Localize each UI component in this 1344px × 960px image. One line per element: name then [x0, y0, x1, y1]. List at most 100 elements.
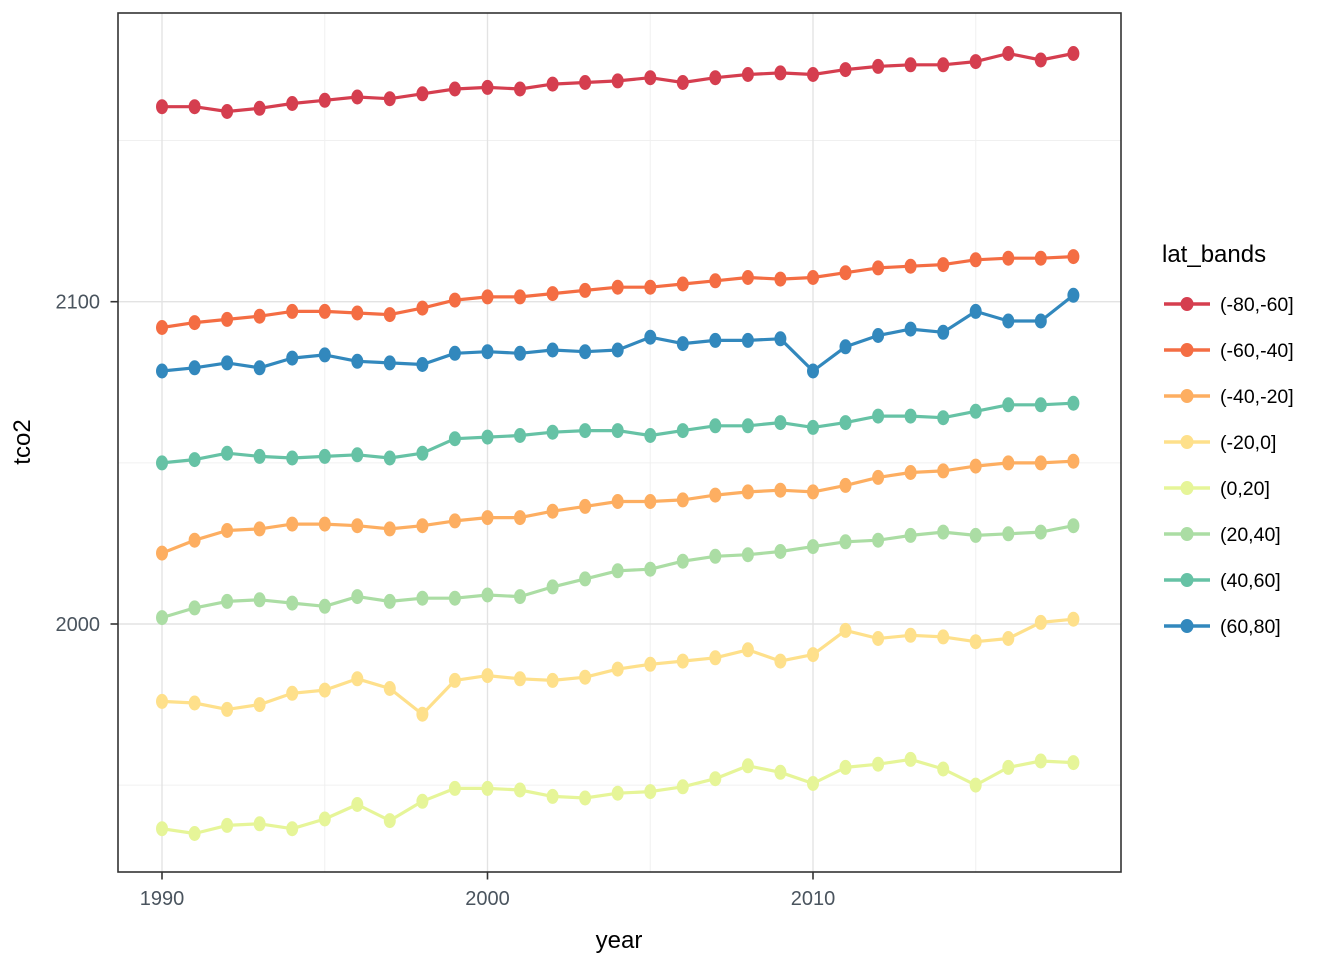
x-axis-title: year [596, 927, 643, 954]
data-point-(-40,-20] [383, 521, 396, 537]
data-point-(-40,-20] [1034, 455, 1047, 471]
data-point-(60,80] [1067, 287, 1080, 303]
data-point-(60,80] [318, 347, 331, 363]
data-point-(60,80] [872, 328, 885, 343]
data-point-(20,40] [351, 589, 364, 605]
data-point-(20,40] [579, 571, 592, 587]
legend-item-label: (0,20] [1220, 478, 1270, 500]
data-point-(40,60] [807, 419, 819, 435]
data-point-(20,40] [611, 563, 624, 579]
data-point-(0,20] [1002, 759, 1015, 775]
data-point-(-80,-60] [481, 79, 494, 95]
data-point-(-40,-20] [318, 516, 331, 532]
data-point-(-20,0] [351, 671, 364, 687]
data-point-(-80,-60] [318, 92, 331, 108]
data-point-(60,80] [579, 344, 592, 360]
data-point-(20,40] [774, 544, 787, 559]
data-point-(-80,-60] [709, 70, 722, 86]
data-point-(-60,-40] [1002, 250, 1015, 266]
data-point-(-60,-40] [514, 289, 526, 305]
data-point-(40,60] [937, 410, 950, 426]
data-point-(-40,-20] [579, 498, 592, 514]
data-point-(-20,0] [253, 697, 266, 713]
data-point-(40,60] [481, 429, 494, 445]
data-point-(20,40] [481, 587, 494, 603]
data-point-(0,20] [318, 811, 331, 827]
data-point-(40,60] [416, 445, 429, 461]
data-point-(20,40] [1067, 518, 1080, 534]
data-point-(-80,-60] [514, 81, 526, 97]
data-point-(0,20] [611, 785, 624, 801]
data-point-(40,60] [221, 445, 234, 461]
data-point-(20,40] [448, 590, 461, 606]
data-point-(-40,-20] [221, 523, 234, 538]
data-point-(40,60] [741, 418, 754, 434]
data-point-(-40,-20] [1067, 453, 1080, 469]
data-point-(-80,-60] [1034, 52, 1047, 68]
data-point-(-20,0] [156, 693, 168, 709]
data-point-(-60,-40] [188, 315, 201, 331]
data-point-(-40,-20] [448, 513, 461, 529]
data-point-(40,60] [611, 423, 624, 439]
legend-item: (20,40] [1164, 524, 1281, 546]
data-point-(20,40] [416, 590, 429, 606]
data-point-(-40,-20] [611, 494, 624, 509]
data-point-(-20,0] [937, 629, 950, 645]
data-point-(-40,-20] [709, 487, 722, 503]
legend-key-point [1180, 573, 1194, 587]
data-point-(40,60] [448, 431, 461, 447]
data-point-(-60,-40] [904, 258, 917, 274]
data-point-(-60,-40] [351, 305, 364, 321]
data-point-(0,20] [383, 813, 396, 829]
data-point-(60,80] [1034, 313, 1047, 329]
data-point-(60,80] [839, 339, 852, 355]
data-point-(60,80] [937, 324, 950, 340]
data-point-(0,20] [1067, 755, 1080, 771]
data-point-(0,20] [156, 821, 168, 837]
data-point-(60,80] [709, 332, 722, 348]
data-point-(-60,-40] [969, 252, 982, 268]
legend-item-label: (-60,-40] [1220, 340, 1294, 362]
data-point-(20,40] [514, 589, 526, 605]
data-point-(-80,-60] [286, 96, 299, 111]
data-point-(-60,-40] [937, 257, 950, 273]
data-point-(0,20] [416, 793, 429, 809]
data-point-(-60,-40] [872, 260, 885, 276]
data-point-(20,40] [286, 595, 299, 611]
data-point-(60,80] [188, 360, 201, 376]
data-point-(-80,-60] [448, 81, 461, 97]
data-point-(-20,0] [383, 681, 396, 696]
data-point-(-80,-60] [351, 89, 364, 105]
data-point-(40,60] [253, 448, 266, 464]
data-point-(40,60] [318, 448, 331, 464]
data-point-(-80,-60] [644, 70, 657, 86]
data-point-(-60,-40] [611, 279, 624, 295]
data-point-(-60,-40] [709, 273, 722, 289]
data-point-(40,60] [351, 447, 364, 463]
data-point-(-20,0] [1002, 631, 1015, 646]
data-point-(-20,0] [611, 661, 624, 677]
data-point-(60,80] [774, 331, 787, 347]
data-point-(0,20] [872, 756, 885, 772]
data-point-(20,40] [1002, 526, 1015, 542]
data-point-(-40,-20] [1002, 455, 1015, 471]
data-point-(-80,-60] [741, 67, 754, 82]
data-point-(-80,-60] [807, 67, 819, 82]
data-point-(0,20] [741, 758, 754, 774]
data-point-(0,20] [904, 751, 917, 767]
data-point-(-80,-60] [579, 75, 592, 90]
data-point-(0,20] [709, 771, 722, 787]
legend-item-label: (-80,-60] [1220, 294, 1294, 316]
data-point-(0,20] [969, 777, 982, 793]
data-point-(60,80] [481, 344, 494, 360]
data-point-(-60,-40] [448, 292, 461, 308]
data-point-(60,80] [969, 303, 982, 319]
data-point-(-20,0] [448, 672, 461, 688]
data-point-(-20,0] [188, 695, 201, 711]
data-point-(20,40] [872, 532, 885, 548]
data-point-(40,60] [774, 415, 787, 431]
data-point-(40,60] [904, 408, 917, 424]
data-point-(-20,0] [514, 671, 526, 687]
data-point-(-20,0] [969, 634, 982, 650]
data-point-(-60,-40] [807, 270, 819, 285]
